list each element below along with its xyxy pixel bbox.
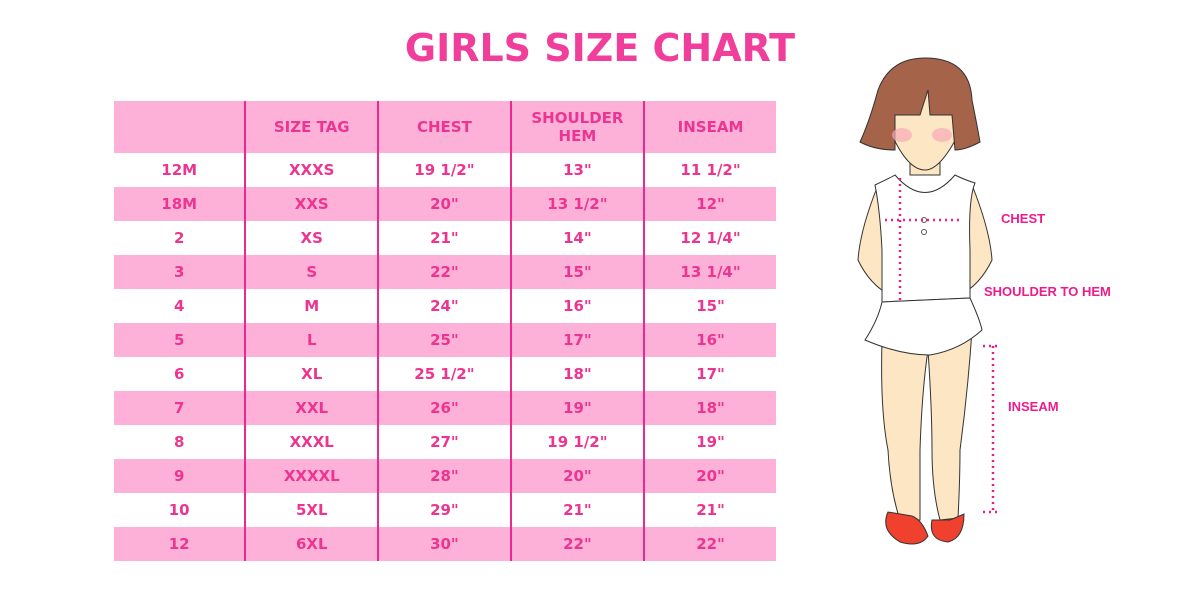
table-row: 4 M 24" 16" 15": [114, 289, 776, 323]
table-row: 8 XXXL 27" 19 1/2" 19": [114, 425, 776, 459]
table-cell: 8: [173, 433, 185, 451]
table-cell: 29": [377, 493, 511, 527]
table-cell: 11 1/2": [643, 153, 776, 187]
table-cell: 12M: [161, 161, 198, 179]
table-cell: XXXXL: [244, 459, 379, 493]
table-cell: 18M: [161, 195, 198, 213]
table-cell: 25": [377, 323, 511, 357]
chest-label: CHEST: [1001, 211, 1046, 226]
table-cell: 21": [509, 493, 645, 527]
table-cell: 19 1/2": [377, 153, 511, 187]
table-cell: 16": [509, 289, 645, 323]
table-row: 7 XXL 26" 19" 18": [114, 391, 776, 425]
table-cell: 16": [643, 323, 776, 357]
table-cell: 20": [643, 459, 776, 493]
table-cell: XXXS: [244, 153, 379, 187]
table-cell: 19": [509, 391, 645, 425]
table-cell: 13": [509, 153, 645, 187]
table-cell: 19 1/2": [509, 425, 645, 459]
table-cell: XXL: [244, 391, 379, 425]
column-header: SIZE TAG: [244, 101, 379, 153]
table-cell: 22": [509, 527, 645, 561]
table-row: 12 6XL 30" 22" 22": [114, 527, 776, 561]
table-row: 12M XXXS 19 1/2" 13" 11 1/2": [114, 153, 776, 187]
table-cell: 18": [643, 391, 776, 425]
table-cell: 24": [377, 289, 511, 323]
table-cell: 28": [377, 459, 511, 493]
shoulder-to-hem-label: SHOULDER TO HEM: [984, 284, 1111, 299]
table-cell: 3: [173, 263, 185, 281]
table-cell: 27": [377, 425, 511, 459]
table-cell: 2: [173, 229, 185, 247]
table-row: 18M XXS 20" 13 1/2" 12": [114, 187, 776, 221]
table-cell: 6: [173, 365, 185, 383]
table-header: SIZE TAG CHEST SHOULDER HEM INSEAM: [114, 101, 776, 153]
column-header: SHOULDER HEM: [509, 101, 645, 153]
table-cell: 9: [173, 467, 185, 485]
table-cell: 20": [509, 459, 645, 493]
table-cell: 26": [377, 391, 511, 425]
column-header: [114, 101, 245, 153]
table-cell: 17": [643, 357, 776, 391]
table-cell: 15": [643, 289, 776, 323]
table-cell: 15": [509, 255, 645, 289]
page-title: GIRLS SIZE CHART: [404, 26, 796, 70]
table-cell: 13 1/2": [509, 187, 645, 221]
table-cell: 17": [509, 323, 645, 357]
table-cell: 22": [377, 255, 511, 289]
table-cell: 30": [377, 527, 511, 561]
table-cell: 4: [173, 297, 185, 315]
table-row: 5 L 25" 17" 16": [114, 323, 776, 357]
table-cell: 12": [643, 187, 776, 221]
table-row: 6 XL 25 1/2" 18" 17": [114, 357, 776, 391]
girl-measurement-illustration: CHEST SHOULDER TO HEM INSEAM: [840, 50, 1140, 560]
table-cell: 18": [509, 357, 645, 391]
table-cell: 20": [377, 187, 511, 221]
table-cell: 25 1/2": [377, 357, 511, 391]
column-header: CHEST: [377, 101, 511, 153]
table-cell: S: [244, 255, 379, 289]
girl-figure-icon: [857, 57, 998, 545]
table-cell: 6XL: [244, 527, 379, 561]
table-cell: L: [244, 323, 379, 357]
table-cell: 21": [377, 221, 511, 255]
table-cell: 12: [168, 535, 190, 553]
table-row: 2 XS 21" 14" 12 1/4": [114, 221, 776, 255]
table-cell: 14": [509, 221, 645, 255]
table-cell: 22": [643, 527, 776, 561]
table-cell: XXXL: [244, 425, 379, 459]
table-cell: XS: [244, 221, 379, 255]
table-cell: 7: [173, 399, 185, 417]
table-cell: XL: [244, 357, 379, 391]
table-row: 3 S 22" 15" 13 1/4": [114, 255, 776, 289]
table-cell: XXS: [244, 187, 379, 221]
size-table: SIZE TAG CHEST SHOULDER HEM INSEAM 12M XXXS 1…: [114, 101, 776, 561]
table-row: 9 XXXXL 28" 20" 20": [114, 459, 776, 493]
table-cell: 19": [643, 425, 776, 459]
table-cell: M: [244, 289, 379, 323]
table-cell: 12 1/4": [643, 221, 776, 255]
table-row: 10 5XL 29" 21" 21": [114, 493, 776, 527]
inseam-label: INSEAM: [1008, 399, 1059, 414]
column-header: INSEAM: [643, 101, 776, 153]
table-cell: 13 1/4": [643, 255, 776, 289]
table-cell: 5XL: [244, 493, 379, 527]
table-cell: 5: [173, 331, 185, 349]
table-cell: 21": [643, 493, 776, 527]
table-cell: 10: [168, 501, 190, 519]
